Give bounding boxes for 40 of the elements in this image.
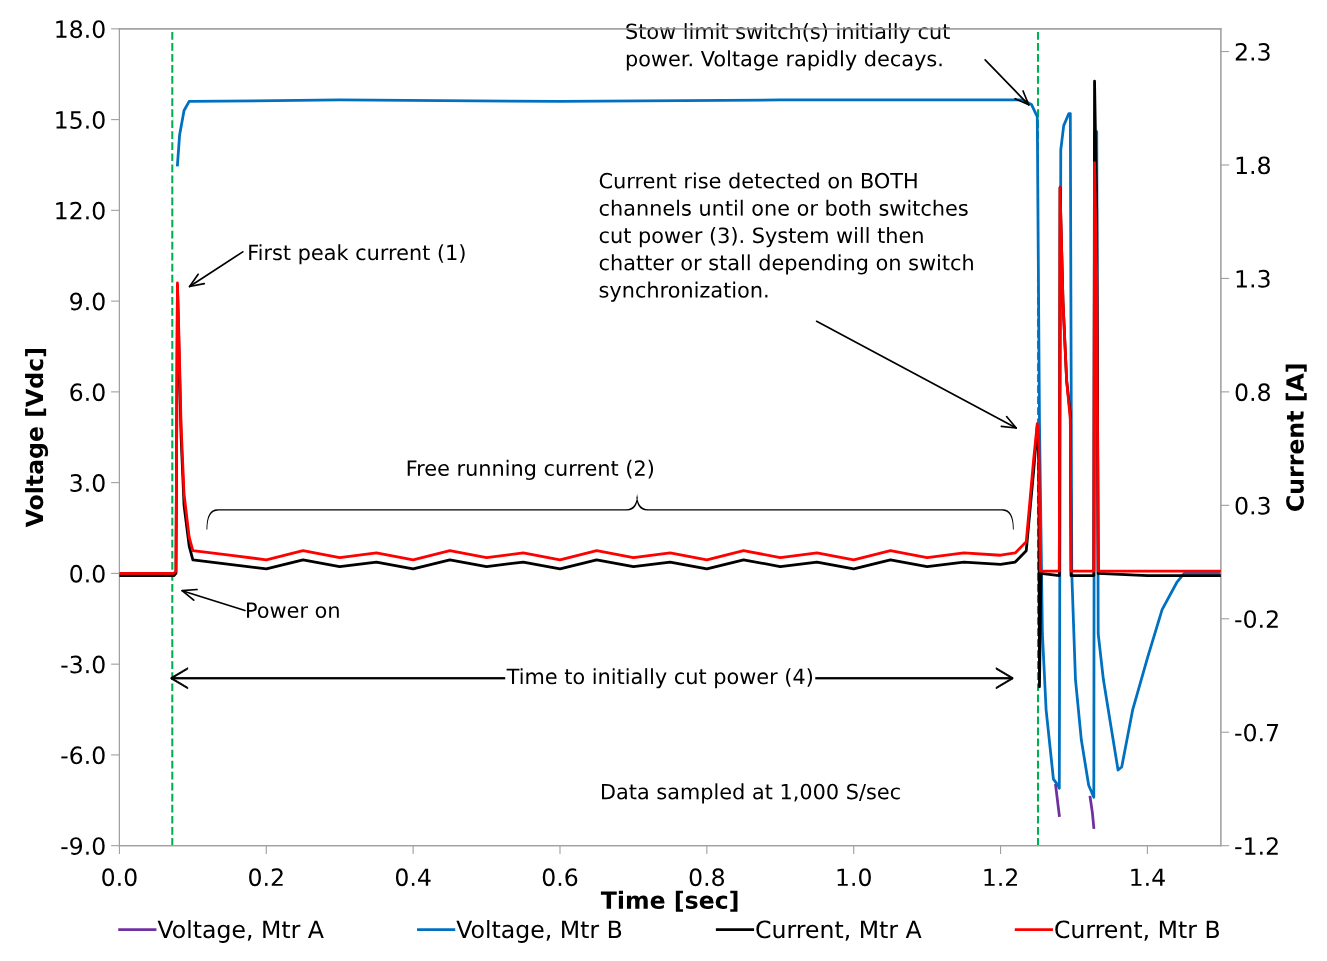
y-tick-label: 12.0 bbox=[56, 201, 105, 220]
x-tick-label: 0.8 bbox=[689, 868, 725, 887]
y2-tick-label: 0.8 bbox=[1235, 383, 1270, 402]
x-tick-label: 0.0 bbox=[102, 868, 137, 887]
y-axis-title: Voltage [Vdc] bbox=[25, 349, 49, 528]
annotation: Data sampled at 1,000 S/sec bbox=[602, 783, 900, 804]
x-tick-label: 1.0 bbox=[837, 868, 871, 887]
y-tick-label: -6.0 bbox=[61, 746, 105, 765]
annotation: Stow limit switch(s) initially cut power. Voltage rapidly decays. bbox=[626, 23, 950, 71]
y-tick-label: 9.0 bbox=[70, 292, 105, 311]
annotation: Power on bbox=[247, 602, 339, 619]
x-tick-label: 0.6 bbox=[542, 868, 578, 887]
legend-label: Voltage, Mtr A bbox=[157, 920, 324, 943]
y2-tick-label: -1.2 bbox=[1235, 837, 1278, 855]
annotation: Free running current (2) bbox=[407, 459, 654, 481]
y-tick-label: 3.0 bbox=[70, 474, 105, 492]
y-tick-label: -3.0 bbox=[61, 655, 105, 674]
x-tick-label: 0.4 bbox=[395, 868, 431, 887]
y2-axis-title: Current [A] bbox=[1285, 364, 1307, 511]
y2-tick-label: -0.2 bbox=[1235, 610, 1278, 629]
x-tick-label: 1.2 bbox=[984, 868, 1017, 886]
legend-label: Voltage, Mtr B bbox=[456, 920, 622, 943]
annotation: Current rise detected on BOTH channels until one or both switches cut power (3). System will then chatter or stall depending on switch synchronization. bbox=[599, 172, 973, 302]
y2-tick-label: -0.7 bbox=[1235, 723, 1279, 742]
y-tick-label: 18.0 bbox=[56, 20, 105, 39]
legend-label: Current, Mtr A bbox=[756, 920, 922, 941]
y2-tick-label: 1.8 bbox=[1236, 156, 1270, 175]
y-tick-label: -9.0 bbox=[61, 837, 105, 855]
y2-tick-label: 2.3 bbox=[1235, 42, 1270, 61]
annotation: Time to initially cut power (4) bbox=[506, 668, 813, 689]
legend-label: Current, Mtr B bbox=[1055, 920, 1219, 941]
x-tick-label: 1.4 bbox=[1131, 868, 1165, 886]
y-tick-label: 0.0 bbox=[70, 564, 105, 583]
y-tick-label: 15.0 bbox=[56, 111, 105, 129]
x-axis-title: Time [sec] bbox=[600, 890, 738, 912]
annotation: First peak current (1) bbox=[249, 244, 465, 265]
x-tick-label: 0.2 bbox=[249, 868, 283, 887]
y-tick-label: 6.0 bbox=[70, 383, 105, 402]
y2-tick-label: 0.3 bbox=[1235, 496, 1270, 515]
y2-tick-label: 1.3 bbox=[1236, 269, 1270, 288]
